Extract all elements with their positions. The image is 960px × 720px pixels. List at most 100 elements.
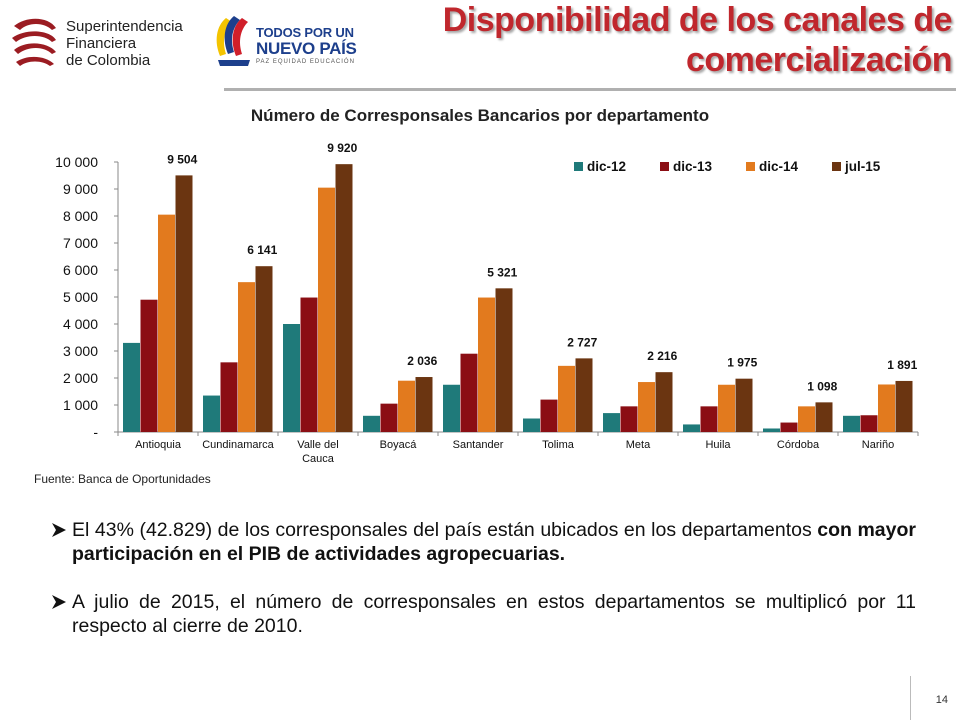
legend-swatch-dic-12 [574, 162, 583, 171]
bar-dic-12 [203, 395, 220, 432]
nuevo-pais-logo: TODOS POR UN NUEVO PAÍS PAZ EQUIDAD EDUC… [212, 10, 372, 76]
y-tick-label: 2 000 [63, 370, 98, 386]
bar-dic-12 [283, 324, 300, 432]
legend-swatch-dic-13 [660, 162, 669, 171]
legend-swatch-jul-15 [832, 162, 841, 171]
bar-dic-14 [398, 380, 415, 432]
y-tick-label: 6 000 [63, 262, 98, 278]
bar-dic-13 [700, 406, 718, 432]
bar-dic-12 [123, 342, 140, 432]
legend-label: dic-13 [673, 159, 713, 174]
x-tick-label: Boyacá [380, 439, 418, 451]
data-label: 1 891 [887, 358, 917, 372]
x-tick-label: Santander [453, 439, 504, 451]
bar-dic-12 [763, 428, 780, 432]
bar-dic-14 [878, 384, 895, 432]
bar-jul-15 [415, 377, 433, 432]
x-tick-label: Cauca [302, 453, 335, 465]
bullet-text-part-bold: con mayor participación en el PIB de act… [72, 519, 916, 565]
y-tick-label: 9 000 [63, 181, 98, 197]
bar-dic-12 [683, 424, 700, 432]
bar-dic-13 [780, 422, 798, 432]
bar-jul-15 [495, 288, 513, 432]
bar-jul-15 [735, 378, 753, 432]
y-tick-label: 4 000 [63, 316, 98, 332]
arrow-bullet-icon [52, 523, 66, 537]
bar-dic-12 [843, 415, 860, 432]
bar-jul-15 [255, 266, 273, 432]
data-label: 9 504 [167, 152, 197, 166]
bar-dic-13 [620, 406, 638, 432]
data-label: 2 216 [647, 349, 677, 363]
bullet-list: El 43% (42.829) de los corresponsales de… [52, 518, 916, 638]
header-divider [224, 88, 956, 91]
bar-jul-15 [815, 402, 833, 432]
legend-label: dic-12 [587, 159, 626, 174]
bar-dic-13 [860, 415, 878, 432]
arrow-bullet-icon [52, 595, 66, 609]
source-note: Fuente: Banca de Oportunidades [34, 472, 211, 486]
page-title: Disponibilidad de los canales de comerci… [442, 1, 953, 79]
data-label: 1 975 [727, 356, 757, 370]
page-number: 14 [935, 694, 948, 706]
bar-jul-15 [335, 164, 353, 432]
nuevo-pais-line2: NUEVO PAÍS [256, 39, 357, 58]
nuevo-pais-emblem-icon [216, 16, 250, 66]
bar-dic-12 [443, 384, 460, 432]
bar-dic-14 [158, 214, 175, 432]
page-corner-frame [910, 676, 960, 720]
x-tick-label: Tolima [542, 439, 575, 451]
y-tick-label: 3 000 [63, 343, 98, 359]
y-tick-label: 8 000 [63, 208, 98, 224]
bar-dic-14 [638, 382, 655, 432]
y-tick-label: 5 000 [63, 289, 98, 305]
bar-dic-12 [523, 418, 540, 432]
bullet-text-part: El 43% (42.829) de los corresponsales de… [72, 519, 818, 541]
legend-label: dic-14 [759, 159, 799, 174]
bullet-item: El 43% (42.829) de los corresponsales de… [52, 518, 916, 566]
bar-dic-14 [238, 282, 255, 432]
data-label: 5 321 [487, 265, 517, 279]
bar-dic-13 [220, 362, 238, 432]
bar-dic-14 [478, 297, 495, 432]
sfc-emblem-icon [12, 18, 56, 66]
x-tick-label: Cundinamarca [202, 439, 274, 451]
nuevo-pais-line1: TODOS POR UN [256, 25, 354, 40]
sfc-logo-line: Superintendencia [66, 18, 183, 35]
y-tick-label: - [93, 424, 98, 440]
bar-dic-14 [558, 365, 575, 432]
bar-dic-13 [140, 299, 158, 432]
data-label: 2 036 [407, 354, 437, 368]
data-label: 1 098 [807, 379, 837, 393]
legend-label: jul-15 [844, 159, 881, 174]
bar-dic-14 [318, 187, 335, 432]
bar-dic-12 [603, 413, 620, 432]
bullet-item: A julio de 2015, el número de correspons… [52, 590, 916, 638]
data-label: 6 141 [247, 243, 277, 257]
bar-dic-13 [300, 297, 318, 432]
bar-dic-12 [363, 415, 380, 432]
y-tick-label: 7 000 [63, 235, 98, 251]
bar-jul-15 [175, 175, 193, 432]
bullet-text-part: A julio de 2015, el número de correspons… [72, 591, 916, 637]
bar-dic-13 [460, 353, 478, 432]
y-tick-label: 10 000 [55, 154, 98, 170]
bar-dic-14 [798, 406, 815, 432]
legend-swatch-dic-14 [746, 162, 755, 171]
sfc-logo-text: Superintendencia Financiera de Colombia [66, 18, 183, 69]
sfc-logo-line: de Colombia [66, 52, 151, 69]
x-tick-label: Huila [705, 439, 731, 451]
bar-dic-13 [380, 403, 398, 432]
sfc-logo-line: Financiera [66, 35, 137, 52]
bar-jul-15 [895, 380, 913, 432]
bar-dic-14 [718, 384, 735, 432]
superintendencia-financiera-logo: Superintendencia Financiera de Colombia [6, 8, 183, 72]
nuevo-pais-line3: PAZ EQUIDAD EDUCACIÓN [256, 59, 355, 65]
x-tick-label: Meta [626, 439, 651, 451]
chart-title: Número de Corresponsales Bancarios por d… [250, 106, 710, 125]
y-tick-label: 1 000 [63, 397, 98, 413]
data-label: 2 727 [567, 335, 597, 349]
x-tick-label: Córdoba [777, 439, 820, 451]
x-tick-label: Valle del [297, 439, 338, 451]
data-label: 9 920 [327, 141, 357, 155]
